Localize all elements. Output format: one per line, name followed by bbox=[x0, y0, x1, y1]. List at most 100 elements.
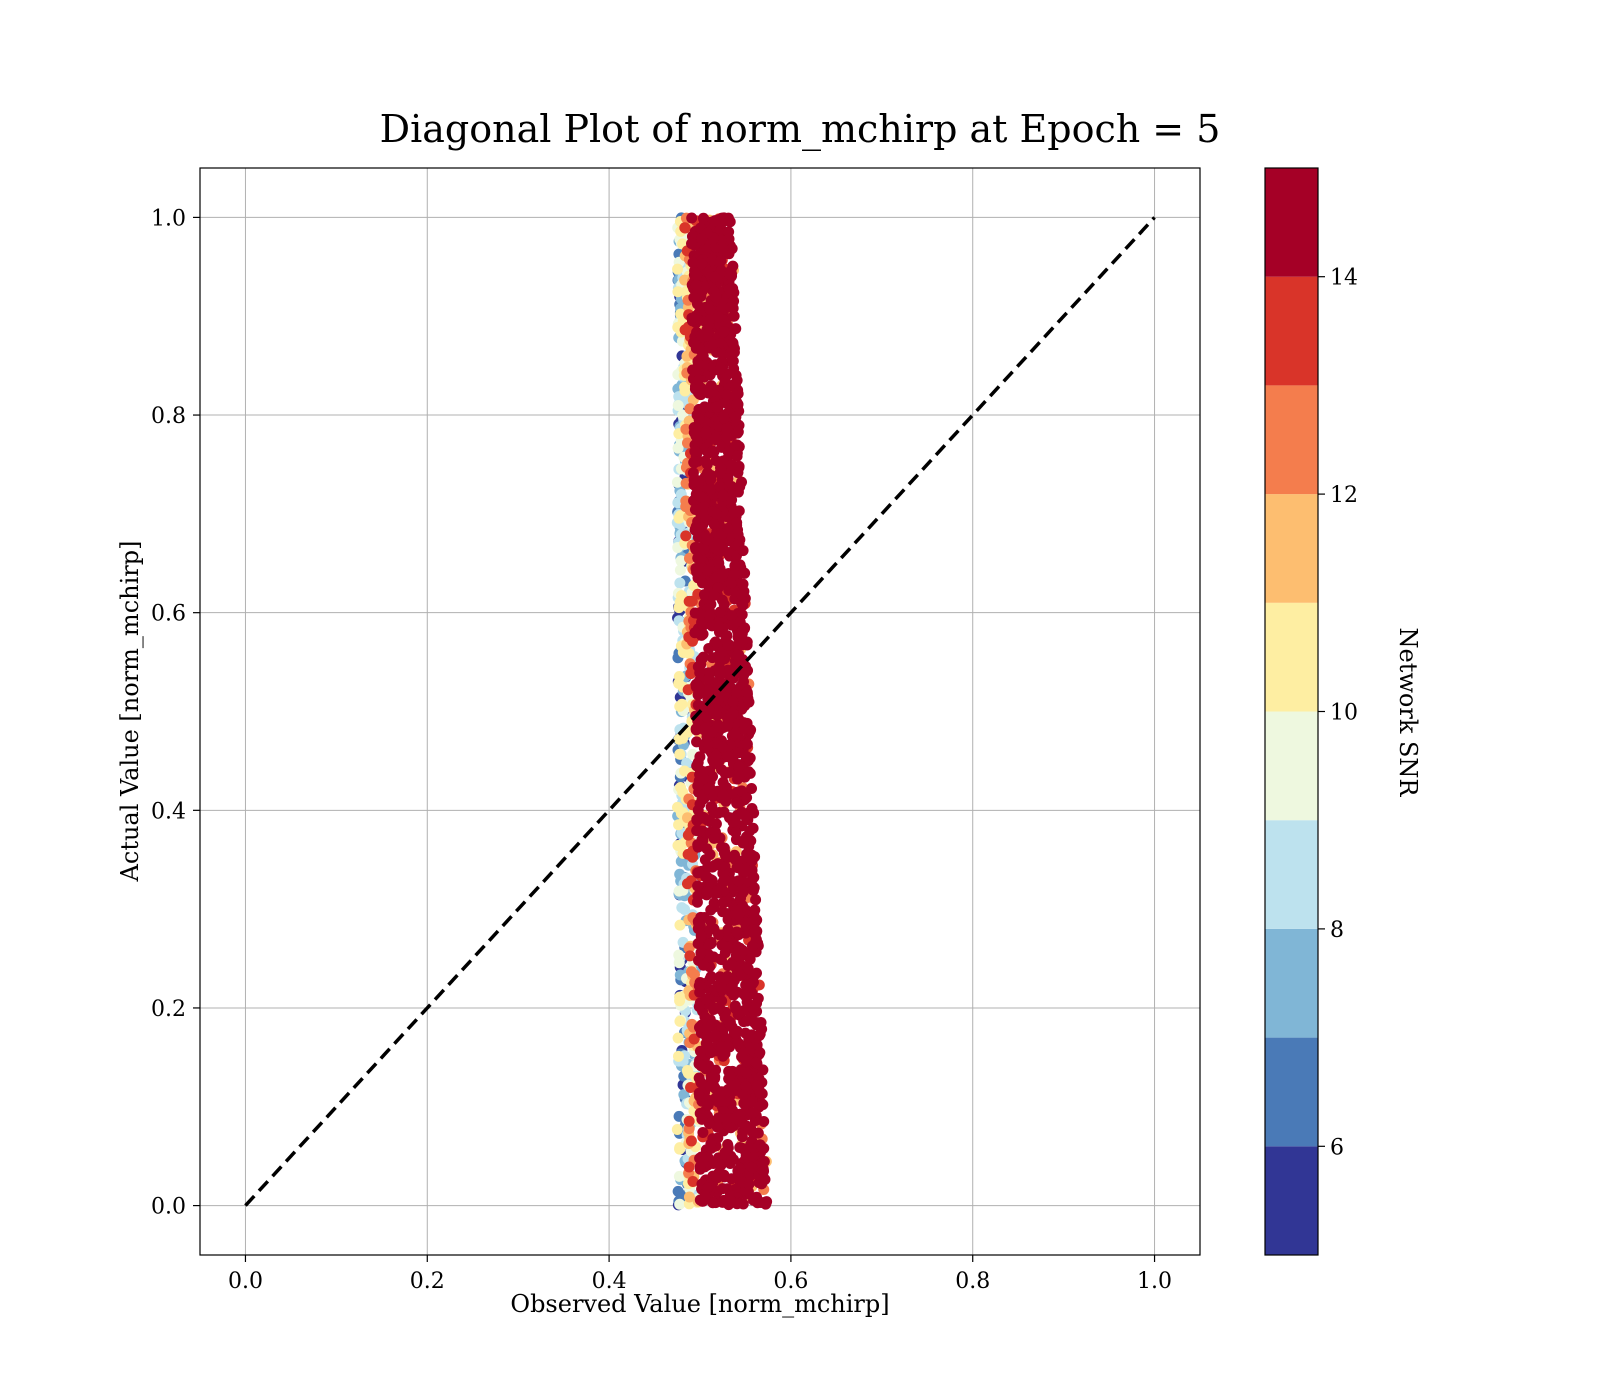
colorbar-bin bbox=[1265, 1146, 1318, 1255]
colorbar-bin bbox=[1265, 602, 1318, 712]
scatter-point bbox=[674, 1015, 686, 1027]
scatter-point bbox=[702, 1182, 714, 1194]
colorbar-tick-label: 12 bbox=[1330, 483, 1358, 508]
colorbar-tick-label: 6 bbox=[1330, 1135, 1344, 1160]
scatter-point bbox=[709, 215, 721, 227]
scatter-point bbox=[724, 216, 736, 228]
scatter-point bbox=[710, 432, 722, 444]
scatter-point bbox=[743, 1178, 755, 1190]
colorbar-tick-label: 14 bbox=[1330, 266, 1358, 291]
scatter-point bbox=[695, 930, 707, 942]
scatter-point bbox=[710, 818, 722, 830]
scatter-point bbox=[693, 413, 705, 425]
scatter-point bbox=[709, 271, 721, 283]
scatter-point bbox=[683, 595, 695, 607]
scatter-point bbox=[717, 906, 729, 918]
scatter-point bbox=[731, 397, 743, 409]
scatter-point bbox=[725, 301, 737, 313]
x-axis-label: Observed Value [norm_mchirp] bbox=[510, 1290, 889, 1318]
y-tick-label: 0.8 bbox=[151, 404, 186, 429]
scatter-point bbox=[716, 982, 728, 994]
scatter-point bbox=[680, 495, 692, 507]
scatter-point bbox=[730, 411, 742, 423]
scatter-point bbox=[706, 445, 718, 457]
x-tick-label: 0.0 bbox=[228, 1269, 263, 1294]
scatter-point bbox=[740, 1080, 752, 1092]
scatter-point bbox=[746, 802, 758, 814]
scatter-point bbox=[719, 947, 731, 959]
scatter-point bbox=[673, 949, 685, 961]
scatter-point bbox=[687, 467, 699, 479]
scatter-point bbox=[727, 696, 739, 708]
scatter-point bbox=[697, 959, 709, 971]
scatter-point bbox=[712, 1112, 724, 1124]
scatter-point bbox=[672, 801, 684, 813]
scatter-point bbox=[747, 1127, 759, 1139]
scatter-point bbox=[694, 751, 706, 763]
scatter-point bbox=[736, 589, 748, 601]
scatter-point bbox=[689, 627, 701, 639]
scatter-point bbox=[692, 523, 704, 535]
scatter-point bbox=[688, 969, 700, 981]
scatter-point bbox=[736, 1131, 748, 1143]
scatter-point bbox=[717, 741, 729, 753]
scatter-point bbox=[697, 1127, 709, 1139]
scatter-point bbox=[732, 1009, 744, 1021]
scatter-point bbox=[738, 717, 750, 729]
scatter-point bbox=[731, 797, 743, 809]
scatter-point bbox=[737, 944, 749, 956]
scatter-point bbox=[707, 339, 719, 351]
scatter-point bbox=[707, 1157, 719, 1169]
scatter-point bbox=[692, 880, 704, 892]
scatter-point bbox=[705, 474, 717, 486]
scatter-point bbox=[758, 1142, 770, 1154]
scatter-point bbox=[758, 1174, 770, 1186]
scatter-point bbox=[695, 1060, 707, 1072]
colorbar-bin bbox=[1265, 385, 1318, 495]
scatter-point bbox=[697, 212, 709, 224]
scatter-point bbox=[746, 940, 758, 952]
scatter-point bbox=[733, 909, 745, 921]
scatter-point bbox=[683, 1115, 695, 1127]
scatter-point bbox=[682, 1067, 694, 1079]
scatter-point bbox=[702, 685, 714, 697]
scatter-point bbox=[711, 638, 723, 650]
scatter-point bbox=[692, 358, 704, 370]
scatter-point bbox=[746, 855, 758, 867]
scatter-point bbox=[672, 286, 684, 298]
scatter-point bbox=[746, 1162, 758, 1174]
scatter-point bbox=[721, 389, 733, 401]
scatter-point bbox=[751, 997, 763, 1009]
scatter-point bbox=[701, 1023, 713, 1035]
scatter-point bbox=[742, 766, 754, 778]
scatter-point bbox=[716, 1086, 728, 1098]
scatter-point bbox=[704, 938, 716, 950]
scatter-point bbox=[729, 1112, 741, 1124]
scatter-point bbox=[684, 403, 696, 415]
scatter-point bbox=[736, 884, 748, 896]
scatter-point bbox=[725, 264, 737, 276]
colorbar-bin bbox=[1265, 168, 1318, 277]
scatter-point bbox=[692, 552, 704, 564]
scatter-point bbox=[674, 510, 686, 522]
scatter-point bbox=[713, 620, 725, 632]
scatter-point bbox=[732, 875, 744, 887]
y-axis-label: Actual Value [norm_mchirp] bbox=[116, 541, 144, 883]
x-tick-label: 0.6 bbox=[773, 1269, 808, 1294]
scatter-point bbox=[693, 918, 705, 930]
scatter-point bbox=[691, 269, 703, 281]
scatter-point bbox=[703, 673, 715, 685]
scatter-point bbox=[707, 1197, 719, 1209]
scatter-point bbox=[740, 1150, 752, 1162]
scatter-point bbox=[693, 980, 705, 992]
colorbar-tick-label: 10 bbox=[1330, 701, 1358, 726]
scatter-point bbox=[732, 1037, 744, 1049]
scatter-point bbox=[717, 1183, 729, 1195]
scatter-point bbox=[725, 982, 737, 994]
scatter-point bbox=[748, 908, 760, 920]
scatter-point bbox=[705, 801, 717, 813]
scatter-point bbox=[704, 848, 716, 860]
scatter-point bbox=[672, 263, 684, 275]
scatter-point bbox=[690, 428, 702, 440]
scatter-point bbox=[750, 894, 762, 906]
